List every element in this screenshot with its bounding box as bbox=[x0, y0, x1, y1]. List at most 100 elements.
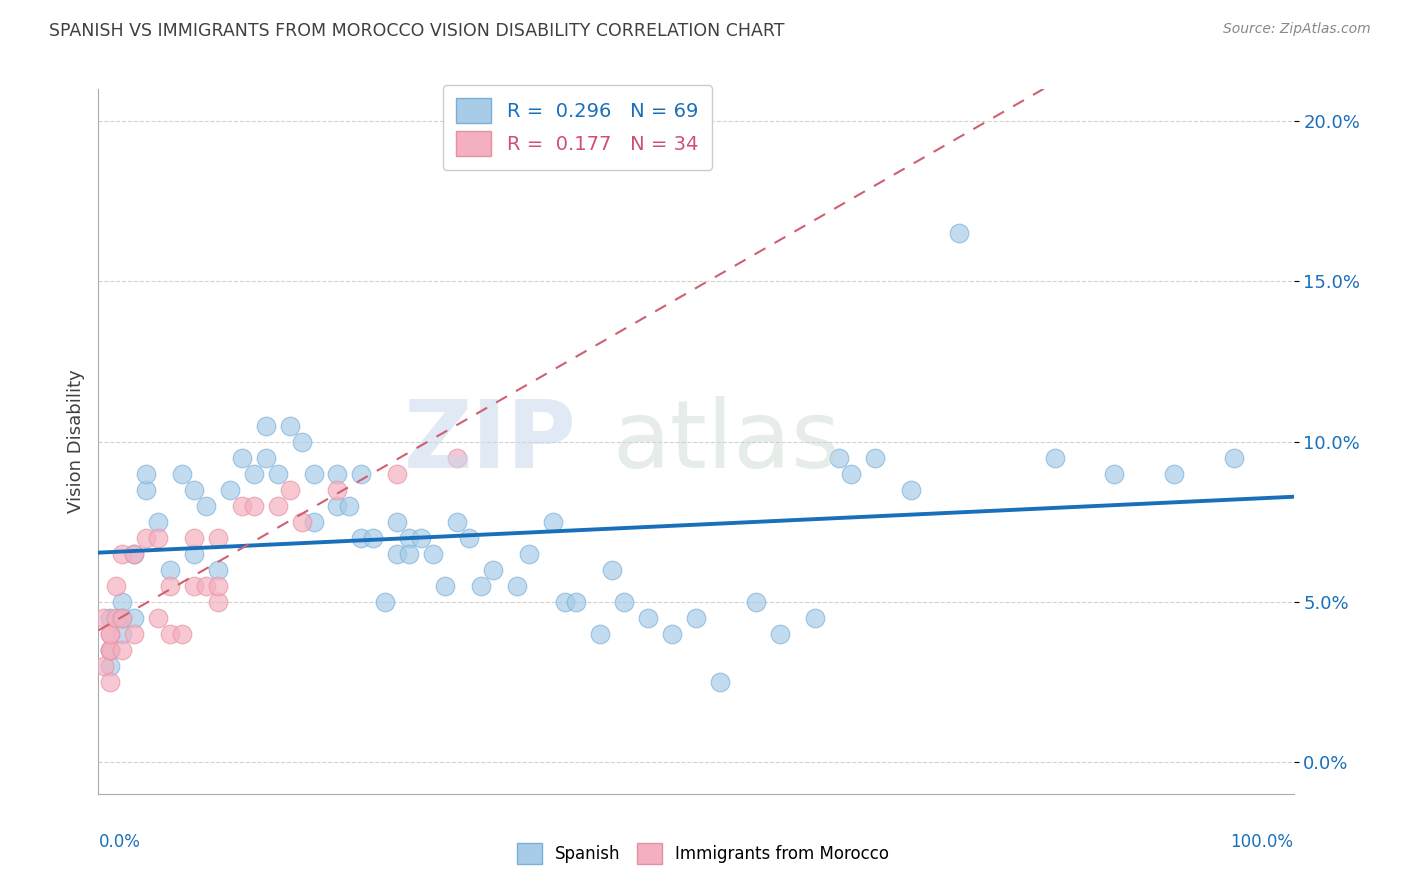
Point bbox=[434, 579, 457, 593]
Point bbox=[565, 595, 588, 609]
Point bbox=[135, 531, 157, 545]
Point bbox=[93, 658, 115, 673]
Point bbox=[385, 515, 409, 529]
Point bbox=[385, 467, 409, 481]
Point bbox=[111, 547, 134, 561]
Point bbox=[159, 563, 181, 577]
Point bbox=[602, 563, 624, 577]
Point bbox=[948, 227, 970, 241]
Text: 0.0%: 0.0% bbox=[98, 832, 141, 851]
Text: Source: ZipAtlas.com: Source: ZipAtlas.com bbox=[1223, 22, 1371, 37]
Point bbox=[159, 579, 181, 593]
Point bbox=[124, 547, 146, 561]
Point bbox=[1104, 467, 1126, 481]
Point bbox=[243, 499, 266, 513]
Point bbox=[613, 595, 636, 609]
Point bbox=[231, 499, 253, 513]
Point bbox=[172, 626, 194, 640]
Point bbox=[231, 450, 253, 465]
Point bbox=[828, 450, 851, 465]
Point bbox=[841, 467, 863, 481]
Point bbox=[554, 595, 576, 609]
Point bbox=[183, 531, 205, 545]
Point bbox=[195, 499, 218, 513]
Point bbox=[207, 595, 229, 609]
Point bbox=[1043, 450, 1066, 465]
Point bbox=[350, 531, 373, 545]
Point bbox=[159, 626, 181, 640]
Point bbox=[589, 626, 612, 640]
Point bbox=[111, 611, 134, 625]
Point bbox=[195, 579, 218, 593]
Point bbox=[517, 547, 540, 561]
Point bbox=[804, 611, 827, 625]
Point bbox=[769, 626, 792, 640]
Point bbox=[398, 531, 420, 545]
Point bbox=[254, 450, 277, 465]
Point bbox=[1223, 450, 1246, 465]
Point bbox=[267, 499, 290, 513]
Point bbox=[422, 547, 444, 561]
Point bbox=[363, 531, 385, 545]
Point bbox=[105, 579, 128, 593]
Point bbox=[111, 595, 134, 609]
Point bbox=[291, 515, 314, 529]
Point bbox=[446, 515, 468, 529]
Point bbox=[685, 611, 707, 625]
Point bbox=[98, 611, 122, 625]
Point bbox=[148, 531, 170, 545]
Point bbox=[135, 467, 157, 481]
Point bbox=[900, 483, 922, 497]
Point bbox=[865, 450, 887, 465]
Point bbox=[243, 467, 266, 481]
Point bbox=[302, 467, 325, 481]
Point bbox=[183, 547, 205, 561]
Point bbox=[541, 515, 564, 529]
Point bbox=[98, 674, 122, 689]
Point bbox=[124, 611, 146, 625]
Point bbox=[291, 434, 314, 449]
Point bbox=[172, 467, 194, 481]
Point bbox=[1163, 467, 1185, 481]
Point bbox=[302, 515, 325, 529]
Point bbox=[745, 595, 768, 609]
Point bbox=[207, 579, 229, 593]
Point bbox=[183, 579, 205, 593]
Text: 100.0%: 100.0% bbox=[1230, 832, 1294, 851]
Point bbox=[148, 515, 170, 529]
Point bbox=[458, 531, 481, 545]
Point bbox=[254, 418, 277, 433]
Point bbox=[326, 483, 349, 497]
Point bbox=[374, 595, 396, 609]
Point bbox=[111, 611, 134, 625]
Point bbox=[93, 611, 115, 625]
Point bbox=[98, 642, 122, 657]
Legend: R =  0.296   N = 69, R =  0.177   N = 34: R = 0.296 N = 69, R = 0.177 N = 34 bbox=[443, 85, 711, 169]
Point bbox=[350, 467, 373, 481]
Point bbox=[111, 626, 134, 640]
Point bbox=[709, 674, 731, 689]
Text: SPANISH VS IMMIGRANTS FROM MOROCCO VISION DISABILITY CORRELATION CHART: SPANISH VS IMMIGRANTS FROM MOROCCO VISIO… bbox=[49, 22, 785, 40]
Point bbox=[385, 547, 409, 561]
Point bbox=[183, 483, 205, 497]
Point bbox=[278, 418, 301, 433]
Point bbox=[105, 611, 128, 625]
Point bbox=[98, 626, 122, 640]
Point bbox=[98, 658, 122, 673]
Point bbox=[124, 547, 146, 561]
Point bbox=[267, 467, 290, 481]
Y-axis label: Vision Disability: Vision Disability bbox=[66, 369, 84, 514]
Point bbox=[207, 531, 229, 545]
Point bbox=[661, 626, 683, 640]
Point bbox=[506, 579, 529, 593]
Point bbox=[326, 499, 349, 513]
Point bbox=[326, 467, 349, 481]
Point bbox=[98, 626, 122, 640]
Point bbox=[446, 450, 468, 465]
Text: atlas: atlas bbox=[613, 395, 841, 488]
Legend: Spanish, Immigrants from Morocco: Spanish, Immigrants from Morocco bbox=[510, 837, 896, 871]
Point bbox=[482, 563, 505, 577]
Point bbox=[411, 531, 433, 545]
Point bbox=[135, 483, 157, 497]
Point bbox=[111, 642, 134, 657]
